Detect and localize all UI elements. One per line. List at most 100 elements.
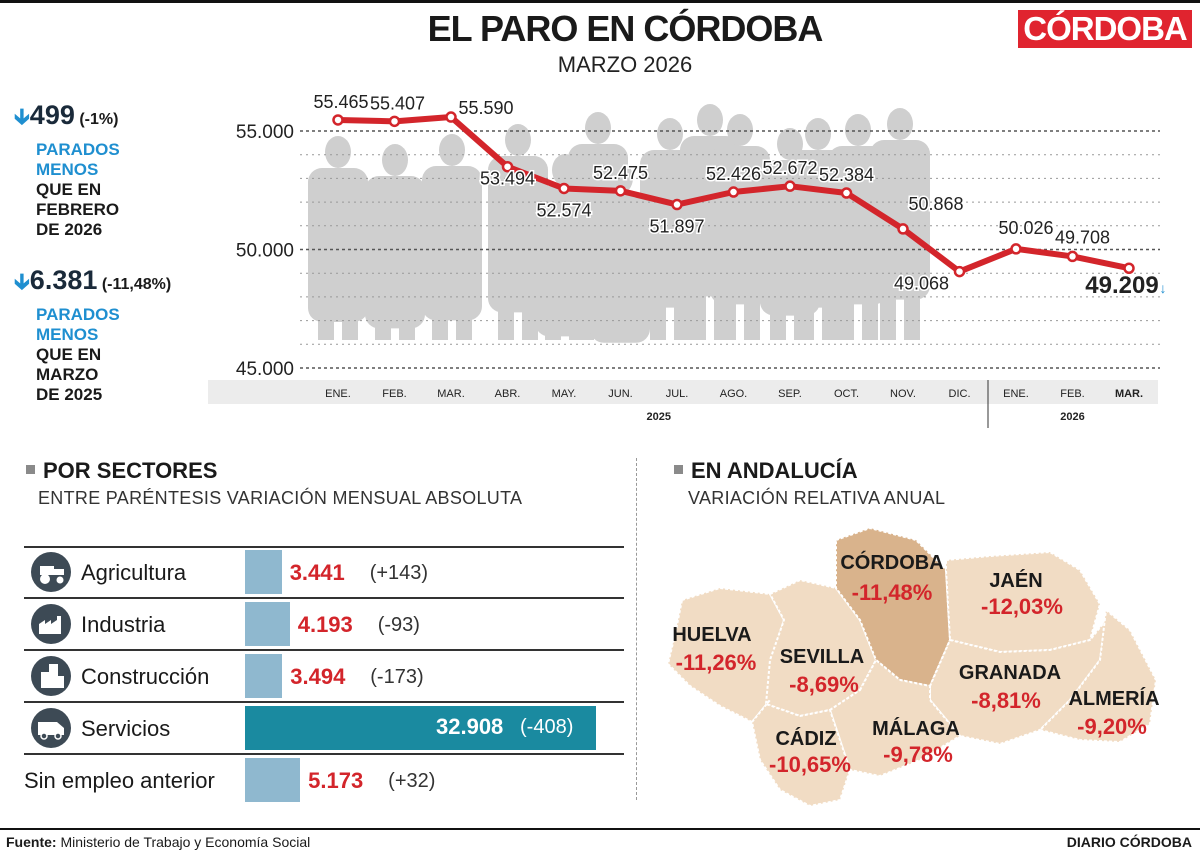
andalucia-heading: EN ANDALUCÍA: [674, 458, 858, 484]
sector-bar: [245, 602, 290, 646]
year-label: 2025: [647, 411, 671, 423]
sector-change: (-173): [370, 666, 424, 688]
andalucia-subheading: VARIACIÓN RELATIVA ANUAL: [688, 488, 946, 508]
sector-name: Agricultura: [81, 560, 187, 585]
stat-monthly-line4: FEBRERO: [36, 200, 120, 219]
x-tick-label: AGO.: [720, 388, 748, 400]
x-tick-label: MAR.: [1115, 388, 1143, 400]
data-label: 52.574: [536, 200, 591, 220]
sector-row-divider: [24, 753, 624, 755]
province-name: JAÉN: [989, 570, 1043, 592]
down-arrow-icon: 🡳: [14, 269, 30, 294]
sectors-subheading: ENTRE PARÉNTESIS VARIACIÓN MENSUAL ABSOL…: [38, 488, 523, 508]
stat-yearly-line2: MENOS: [36, 325, 99, 344]
people-silhouettes: [308, 104, 930, 343]
data-point: [1010, 243, 1022, 255]
data-label: 49.708: [1055, 227, 1110, 247]
sectors-heading: POR SECTORES: [26, 458, 217, 484]
data-point: [388, 115, 401, 128]
person-silhouette: [488, 124, 548, 340]
data-point: [558, 182, 570, 195]
stat-yearly: 🡳6.381 (-11,48%) PARADOS MENOS QUE EN MA…: [14, 265, 171, 405]
data-point: [501, 160, 514, 173]
province-value: -8,81%: [971, 688, 1041, 713]
data-label: 52.384: [819, 165, 874, 185]
x-tick-label: OCT.: [834, 388, 859, 400]
sector-name: Sin empleo anterior: [24, 768, 215, 793]
sector-row-divider: [24, 701, 624, 703]
province-value: -9,20%: [1077, 714, 1147, 739]
down-arrow-icon: ↓: [1160, 280, 1167, 296]
data-point: [840, 187, 853, 199]
source-label: Fuente:: [6, 834, 57, 850]
x-tick-label: NOV.: [890, 388, 916, 400]
data-label: 50.868: [908, 194, 963, 214]
top-rule: [0, 0, 1200, 3]
tractor-icon: [31, 552, 71, 592]
data-point: [727, 186, 740, 198]
data-label: 55.590: [458, 98, 513, 118]
province-value: -9,78%: [883, 742, 953, 767]
sector-value: 5.173: [308, 768, 364, 793]
buildings-icon: [31, 656, 71, 696]
sector-row-divider: [24, 649, 624, 651]
factory-icon: [31, 604, 71, 644]
data-label: 51.897: [649, 217, 704, 237]
data-label: 49.209: [1085, 272, 1158, 299]
stat-monthly: 🡳499 (-1%) PARADOS MENOS QUE EN FEBRERO …: [14, 100, 120, 240]
page-title: EL PARO EN CÓRDOBA: [427, 8, 824, 49]
y-tick-label: 50.000: [236, 241, 294, 262]
x-tick-label: FEB.: [382, 388, 406, 400]
source-note: Fuente: Ministerio de Trabajo y Economía…: [6, 834, 310, 850]
sector-value: 3.494: [290, 664, 346, 689]
sector-change: (-408): [520, 716, 574, 738]
page-subtitle: MARZO 2026: [557, 52, 693, 77]
data-label: 52.426: [706, 164, 761, 184]
person-silhouette: [365, 144, 425, 340]
province-value: -10,65%: [769, 752, 851, 777]
y-tick-label: 55.000: [236, 122, 294, 143]
x-tick-label: JUL.: [666, 388, 689, 400]
sector-row-divider: [24, 546, 624, 548]
bottom-rule: [0, 828, 1200, 830]
province-name: ALMERÍA: [1068, 688, 1160, 710]
x-tick-label: ENE.: [1003, 388, 1029, 400]
year-label: 2026: [1060, 411, 1084, 423]
data-label: 50.026: [998, 218, 1053, 238]
x-tick-label: DIC.: [949, 388, 971, 400]
stat-yearly-line4: MARZO: [36, 365, 99, 384]
sector-row-divider: [24, 597, 624, 599]
data-label: 53.494: [480, 169, 535, 189]
data-point: [671, 198, 683, 211]
x-tick-label: JUN.: [608, 388, 632, 400]
stat-yearly-line3: QUE EN: [36, 345, 102, 364]
sector-change: (+32): [388, 770, 436, 792]
sector-bar: [245, 654, 283, 698]
data-point: [1066, 250, 1079, 263]
province-value: -8,69%: [789, 672, 859, 697]
stat-monthly-line3: QUE EN: [36, 180, 102, 199]
data-point: [897, 223, 909, 235]
province-value: -11,48%: [851, 580, 933, 605]
square-bullet-icon: [26, 464, 35, 474]
x-tick-label: MAR.: [437, 388, 465, 400]
stat-yearly-line5: DE 2025: [36, 385, 103, 404]
stat-yearly-line1: PARADOS: [36, 305, 120, 324]
stat-monthly-line5: DE 2026: [36, 220, 103, 239]
x-tick-label: SEP.: [778, 388, 802, 400]
sector-name: Construcción: [81, 664, 210, 689]
x-axis-band: ENE. FEB. MAR. ABR. MAY. JUN. JUL. AGO. SEP. OCT.…: [208, 380, 1158, 428]
stat-monthly-value: 499: [29, 100, 75, 130]
province-shape: [750, 699, 852, 808]
stat-yearly-value: 6.381: [29, 265, 98, 295]
person-silhouette: [422, 134, 482, 340]
data-label: 52.475: [593, 163, 648, 183]
source-text: Ministerio de Trabajo y Economía Social: [60, 834, 311, 850]
x-tick-label: ENE.: [325, 388, 351, 400]
sector-name: Industria: [81, 612, 166, 637]
sector-change: (-93): [377, 614, 420, 636]
x-axis-bar: [208, 380, 1158, 404]
van-icon: [31, 708, 71, 748]
